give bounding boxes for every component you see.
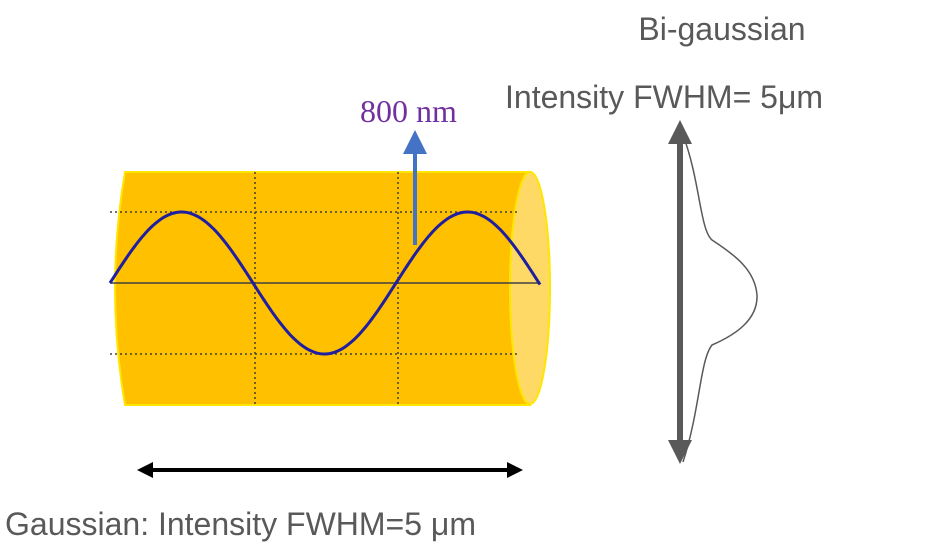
wave	[108, 210, 542, 356]
bottom-caption: Gaussian: Intensity FWHM=5 μm	[5, 506, 476, 542]
top-title: Bi-gaussian	[638, 11, 805, 47]
cylinder-end	[509, 171, 551, 405]
wavelength-label: 800 nm	[360, 93, 457, 129]
top-subtitle: Intensity FWHM= 5μm	[505, 79, 823, 115]
cylinder-body	[114, 171, 531, 406]
bi-gaussian-profile	[682, 134, 758, 463]
